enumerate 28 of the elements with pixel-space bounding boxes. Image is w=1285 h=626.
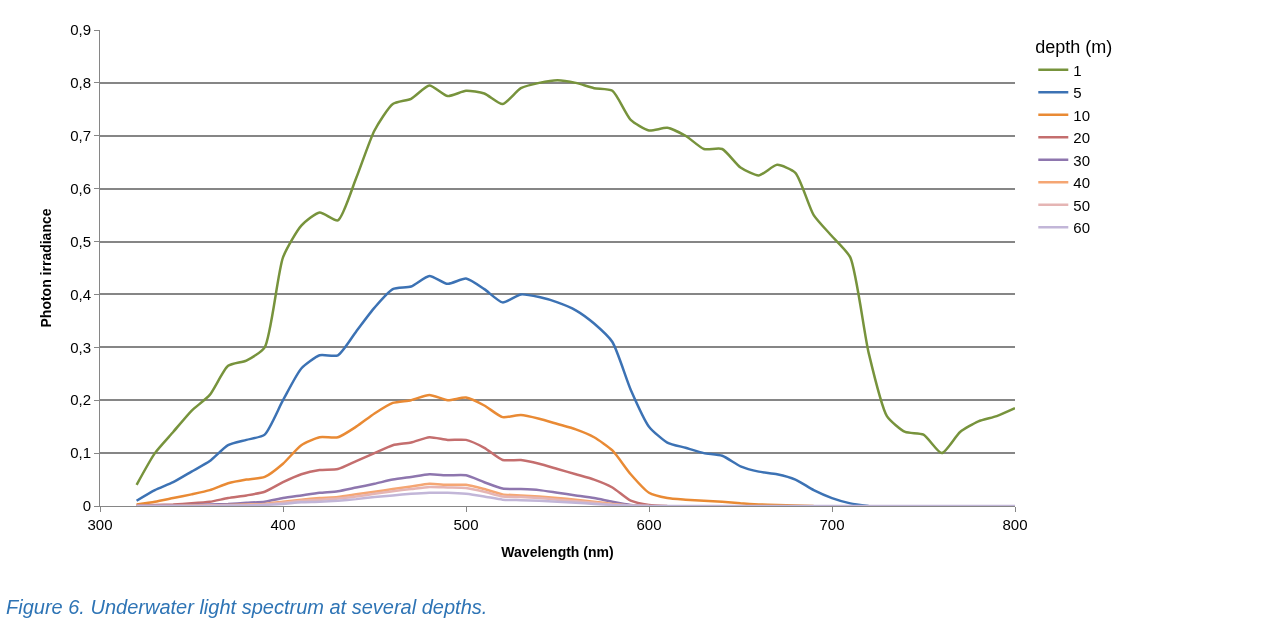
- y-tick-label: 0,9: [70, 21, 91, 39]
- y-tick-label: 0,1: [70, 444, 91, 462]
- y-axis-title: Photon irradiance: [37, 208, 54, 328]
- y-tick-label: 0,7: [70, 127, 91, 145]
- legend-label: 60: [1073, 219, 1090, 236]
- legend-label: 40: [1073, 174, 1090, 191]
- y-tick-label: 0,6: [70, 179, 91, 197]
- x-tick-label: 800: [1002, 516, 1028, 533]
- caption: Figure 6. Underwater light spectrum at several depths.: [6, 596, 488, 618]
- y-tick-label: 0,3: [70, 338, 91, 356]
- y-tick-label: 0,2: [70, 391, 91, 409]
- y-tick-label: 0,8: [70, 74, 91, 92]
- legend-label: 30: [1073, 151, 1090, 169]
- x-axis-title: Wavelength (nm): [501, 544, 614, 561]
- legend-label: 10: [1073, 106, 1090, 124]
- x-tick-label: 600: [636, 516, 662, 533]
- x-tick-label: 500: [453, 516, 479, 533]
- x-tick-label: 300: [87, 516, 113, 533]
- legend-label: 50: [1073, 196, 1090, 214]
- y-tick-label: 0,4: [70, 285, 91, 303]
- x-tick-label: 700: [819, 516, 845, 533]
- y-tick-label: 0: [82, 497, 91, 515]
- y-tick-label: 0,5: [70, 232, 91, 250]
- legend-label: 20: [1073, 129, 1090, 146]
- legend-title: depth (m): [1035, 37, 1113, 58]
- legend-label: 5: [1073, 84, 1082, 101]
- legend-label: 1: [1073, 61, 1082, 79]
- x-tick-label: 400: [270, 516, 296, 533]
